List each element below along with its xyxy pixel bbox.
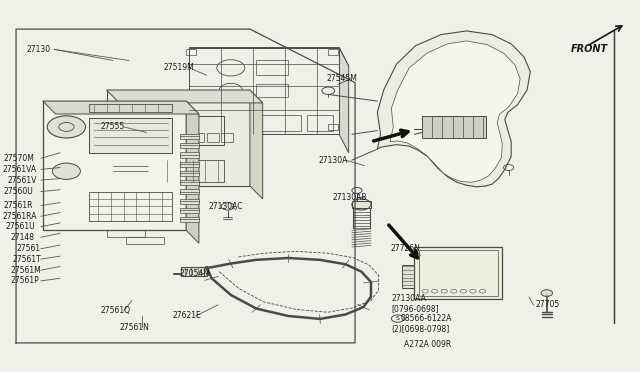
Text: 27561VA: 27561VA: [3, 165, 36, 174]
Text: 27621E: 27621E: [172, 311, 201, 320]
Text: 27561Q: 27561Q: [100, 306, 130, 315]
Text: 27560U: 27560U: [4, 187, 34, 196]
Text: 27705: 27705: [536, 300, 559, 310]
Bar: [180, 199, 199, 204]
Text: A272A 009R: A272A 009R: [404, 340, 451, 349]
Text: 27561N: 27561N: [119, 323, 149, 331]
Text: 27130AB: 27130AB: [333, 193, 367, 202]
Text: (2)[0698-0798]: (2)[0698-0798]: [392, 325, 450, 334]
Bar: [161, 160, 225, 182]
Bar: [179, 133, 190, 142]
Polygon shape: [339, 48, 349, 153]
Polygon shape: [106, 90, 250, 186]
Text: 27561T: 27561T: [13, 254, 42, 264]
Bar: [164, 133, 175, 142]
Text: [0796-0698]: [0796-0698]: [392, 304, 439, 313]
Bar: [256, 61, 288, 75]
Bar: [180, 134, 199, 139]
Text: 27561RA: 27561RA: [3, 212, 37, 221]
Bar: [221, 133, 233, 142]
Text: 27130AA: 27130AA: [392, 294, 426, 303]
Bar: [180, 208, 199, 213]
Bar: [328, 124, 338, 130]
Bar: [180, 180, 199, 185]
Bar: [180, 153, 199, 158]
Bar: [106, 230, 145, 237]
Circle shape: [47, 116, 86, 138]
Text: 08566-6122A: 08566-6122A: [401, 314, 452, 323]
Bar: [90, 192, 172, 221]
Text: 27561V: 27561V: [8, 176, 37, 185]
Bar: [180, 161, 199, 167]
Polygon shape: [250, 90, 262, 199]
Text: 27561R: 27561R: [4, 201, 33, 210]
Text: 27561: 27561: [17, 244, 41, 253]
Text: 27054M: 27054M: [180, 269, 211, 278]
Text: FRONT: FRONT: [570, 44, 607, 54]
Bar: [180, 143, 199, 148]
Bar: [352, 201, 371, 208]
Text: 27130AC: 27130AC: [209, 202, 243, 211]
Bar: [161, 116, 225, 145]
Bar: [207, 133, 219, 142]
Circle shape: [352, 199, 371, 210]
Bar: [180, 189, 199, 195]
Polygon shape: [43, 101, 199, 114]
Bar: [125, 237, 164, 244]
Circle shape: [52, 163, 81, 179]
Polygon shape: [390, 41, 520, 182]
Text: S: S: [396, 316, 399, 321]
Bar: [181, 267, 207, 276]
Text: 27555: 27555: [100, 122, 124, 131]
Text: 27570M: 27570M: [4, 154, 35, 163]
Bar: [196, 115, 244, 131]
Bar: [90, 118, 172, 153]
Text: 27519M: 27519M: [164, 63, 195, 72]
Bar: [180, 171, 199, 176]
Text: 27130A: 27130A: [319, 155, 348, 165]
Bar: [414, 247, 502, 299]
Text: 27545M: 27545M: [326, 74, 357, 83]
Bar: [186, 49, 196, 55]
Text: 27148: 27148: [10, 233, 35, 242]
Bar: [193, 133, 204, 142]
Polygon shape: [106, 90, 262, 103]
Bar: [401, 265, 414, 288]
Bar: [419, 250, 498, 296]
Bar: [250, 115, 301, 131]
Text: 27130: 27130: [27, 45, 51, 54]
Text: 27561M: 27561M: [10, 266, 41, 275]
Polygon shape: [189, 48, 349, 66]
Bar: [180, 217, 199, 222]
Polygon shape: [378, 31, 531, 187]
Bar: [307, 115, 333, 131]
Bar: [422, 116, 486, 138]
Bar: [90, 104, 172, 112]
Text: 27561P: 27561P: [10, 276, 39, 285]
Text: 27726N: 27726N: [390, 244, 420, 253]
Polygon shape: [189, 48, 339, 134]
Bar: [328, 49, 338, 55]
Text: 27561U: 27561U: [5, 222, 35, 231]
Polygon shape: [186, 101, 199, 243]
Bar: [256, 84, 288, 97]
Circle shape: [541, 290, 552, 296]
Polygon shape: [43, 101, 186, 230]
